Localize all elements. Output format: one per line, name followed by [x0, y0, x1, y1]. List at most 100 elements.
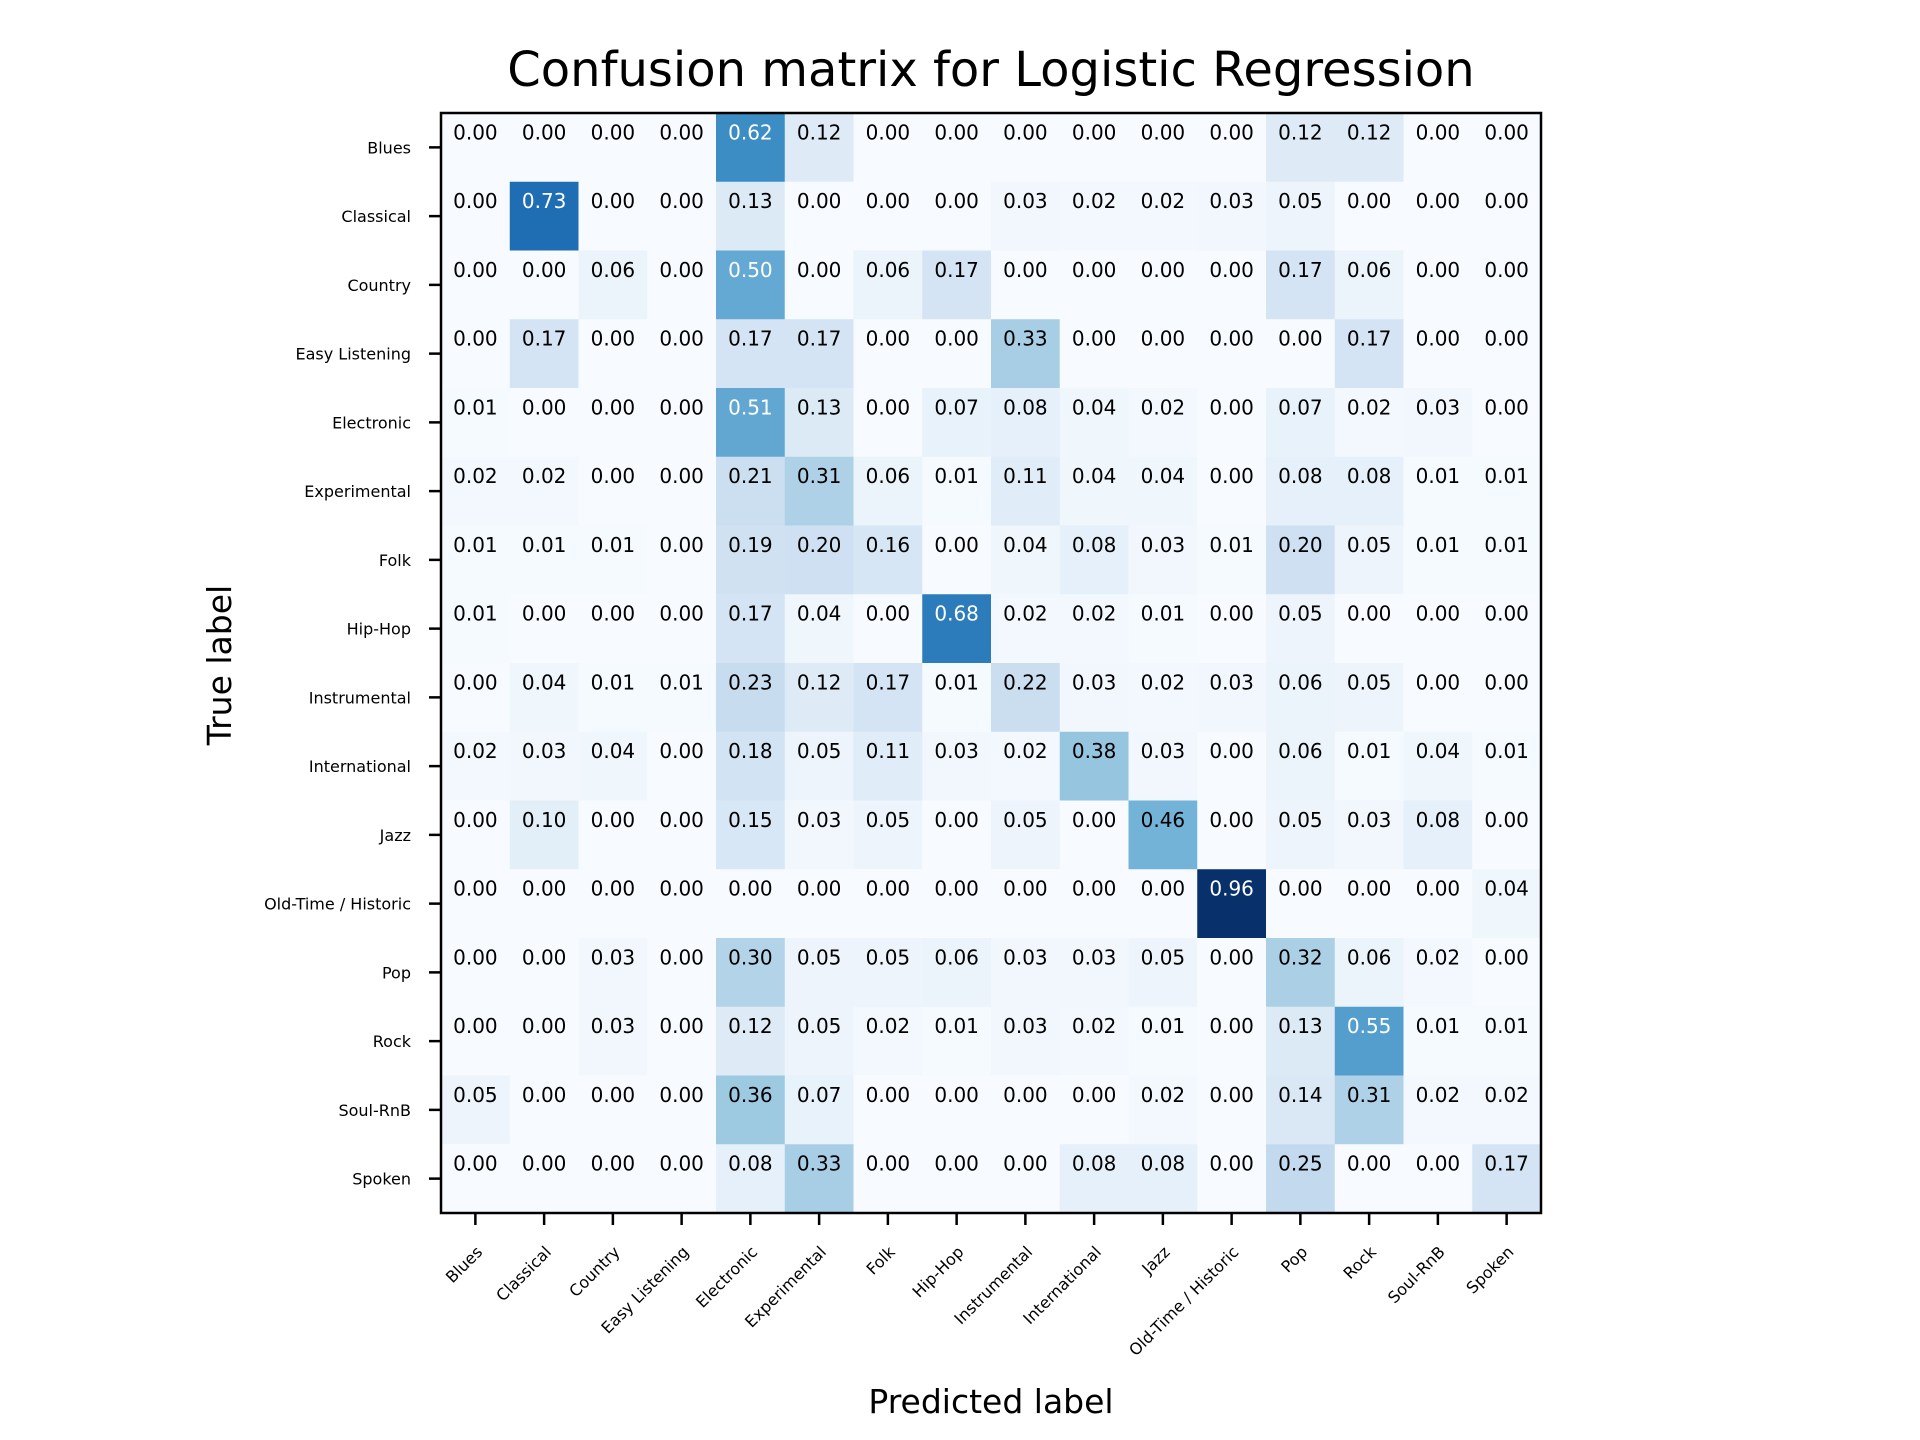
- heatmap-cell: [1334, 731, 1404, 801]
- heatmap-cell: [578, 525, 648, 595]
- heatmap-cell: [647, 319, 717, 389]
- heatmap-cell: [784, 181, 854, 251]
- y-tick-label: Experimental: [304, 482, 411, 501]
- cell-value-label: 0.00: [522, 258, 567, 282]
- heatmap-cell: [922, 1144, 992, 1214]
- heatmap-cell: [853, 250, 923, 320]
- cell-value-label: 0.05: [1141, 945, 1186, 969]
- cell-value-label: 0.00: [453, 670, 498, 694]
- cell-value-label: 0.00: [934, 808, 979, 832]
- heatmap-cell: [1266, 938, 1336, 1008]
- heatmap-cell: [1403, 800, 1473, 870]
- heatmap-cell: [991, 938, 1061, 1008]
- heatmap-cell: [1403, 938, 1473, 1008]
- cell-value-label: 0.33: [1003, 327, 1048, 351]
- heatmap-cell: [647, 938, 717, 1008]
- heatmap-cell: [1472, 594, 1542, 664]
- heatmap-cell: [716, 1075, 786, 1145]
- heatmap-cell: [716, 250, 786, 320]
- cell-value-label: 0.00: [934, 120, 979, 144]
- heatmap-cell: [1403, 1075, 1473, 1145]
- y-tick-label: Spoken: [352, 1170, 411, 1189]
- heatmap-cell: [1334, 1144, 1404, 1214]
- cell-value-label: 0.00: [1141, 327, 1186, 351]
- y-tick-label: Rock: [373, 1032, 412, 1051]
- heatmap-cell: [1059, 731, 1129, 801]
- heatmap-cell: [578, 1006, 648, 1076]
- cell-value-label: 0.01: [522, 533, 567, 557]
- cell-value-label: 0.00: [659, 533, 704, 557]
- heatmap-cell: [1059, 181, 1129, 251]
- heatmap-cell: [441, 250, 511, 320]
- cell-value-label: 0.02: [1003, 602, 1048, 626]
- heatmap-cell: [922, 800, 992, 870]
- heatmap-cell: [922, 594, 992, 664]
- heatmap-cell: [1403, 181, 1473, 251]
- heatmap-cell: [1128, 113, 1198, 183]
- y-tick-label: Instrumental: [309, 688, 411, 707]
- cell-value-label: 0.15: [728, 808, 773, 832]
- cell-value-label: 0.00: [1347, 1152, 1392, 1176]
- y-tick-label: Folk: [379, 551, 412, 570]
- cell-value-label: 0.00: [934, 327, 979, 351]
- heatmap-cell: [1334, 1075, 1404, 1145]
- cell-value-label: 0.05: [1278, 189, 1323, 213]
- cell-value-label: 0.01: [1484, 739, 1529, 763]
- cell-value-label: 0.00: [866, 1152, 911, 1176]
- heatmap-cell: [1128, 731, 1198, 801]
- cell-value-label: 0.02: [1072, 1014, 1117, 1038]
- heatmap-cell: [1472, 113, 1542, 183]
- cell-value-label: 0.00: [659, 739, 704, 763]
- cell-value-label: 0.00: [1003, 877, 1048, 901]
- heatmap-cell: [991, 800, 1061, 870]
- cell-value-label: 0.00: [1003, 120, 1048, 144]
- cell-value-label: 0.17: [1347, 327, 1392, 351]
- cell-value-label: 0.00: [659, 120, 704, 144]
- heatmap-cell: [991, 388, 1061, 458]
- cell-value-label: 0.00: [453, 327, 498, 351]
- heatmap-cell: [1266, 388, 1336, 458]
- cell-value-label: 0.00: [1209, 258, 1254, 282]
- cell-value-label: 0.18: [728, 739, 773, 763]
- y-tick-label: Soul-RnB: [338, 1101, 411, 1120]
- heatmap-cell: [991, 250, 1061, 320]
- cell-value-label: 0.00: [1416, 120, 1461, 144]
- heatmap-cell: [784, 1006, 854, 1076]
- cell-value-label: 0.00: [1347, 877, 1392, 901]
- cell-value-label: 0.00: [1141, 258, 1186, 282]
- heatmap-cell: [1334, 181, 1404, 251]
- heatmap-cell: [1403, 869, 1473, 939]
- cell-value-label: 0.62: [728, 120, 773, 144]
- heatmap-cell: [853, 113, 923, 183]
- y-tick-label: Easy Listening: [296, 345, 412, 364]
- heatmap-cell: [509, 800, 579, 870]
- heatmap-cell: [1403, 525, 1473, 595]
- cell-value-label: 0.20: [797, 533, 842, 557]
- cell-value-label: 0.01: [453, 395, 498, 419]
- heatmap-cell: [1128, 938, 1198, 1008]
- heatmap-cell: [1197, 663, 1267, 733]
- heatmap-cell: [647, 525, 717, 595]
- cell-value-label: 0.05: [797, 739, 842, 763]
- cell-value-label: 0.00: [591, 602, 636, 626]
- heatmap-cell: [1128, 319, 1198, 389]
- chart-title: Confusion matrix for Logistic Regression: [507, 42, 1474, 98]
- cell-value-label: 0.06: [1347, 258, 1392, 282]
- cell-value-label: 0.00: [453, 258, 498, 282]
- heatmap-cell: [991, 869, 1061, 939]
- cell-value-label: 0.00: [659, 464, 704, 488]
- cell-value-label: 0.08: [1072, 533, 1117, 557]
- heatmap-cell: [1403, 731, 1473, 801]
- cell-value-label: 0.17: [728, 602, 773, 626]
- cell-value-label: 0.00: [934, 189, 979, 213]
- heatmap-cell: [1266, 594, 1336, 664]
- cell-value-label: 0.73: [522, 189, 567, 213]
- cell-value-label: 0.00: [522, 1083, 567, 1107]
- cell-value-label: 0.00: [1484, 670, 1529, 694]
- cell-value-label: 0.13: [797, 395, 842, 419]
- heatmap-cell: [853, 869, 923, 939]
- heatmap-cell: [509, 388, 579, 458]
- cell-value-label: 0.00: [591, 395, 636, 419]
- cell-value-label: 0.00: [659, 258, 704, 282]
- heatmap-cell: [1059, 250, 1129, 320]
